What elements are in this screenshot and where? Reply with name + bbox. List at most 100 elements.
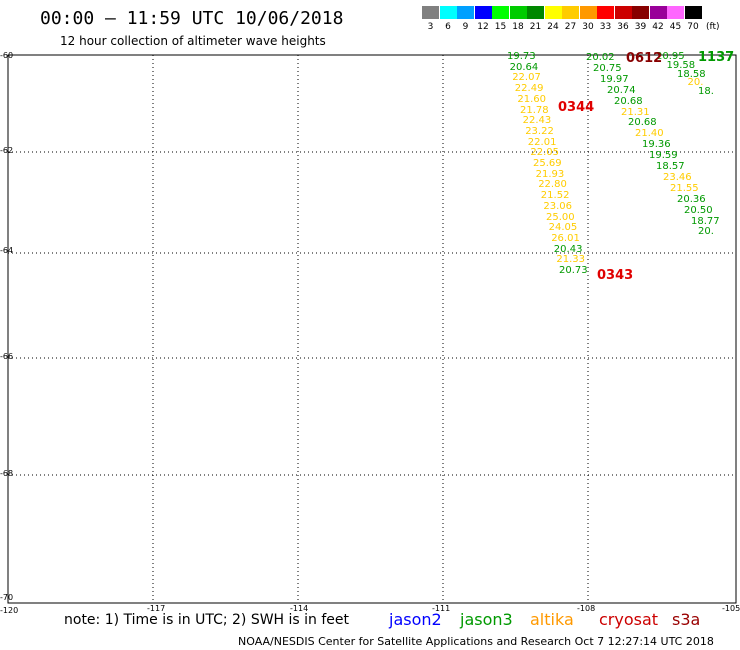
latitude-label: -66 — [0, 352, 14, 361]
swh-value: 25.69 — [533, 158, 562, 169]
swh-value: 22.07 — [512, 72, 541, 84]
swh-value: 18. — [698, 86, 714, 98]
scale-swatch — [492, 6, 509, 19]
swh-value: 20.64 — [509, 61, 539, 73]
scale-swatch — [667, 6, 684, 19]
scale-swatch — [632, 6, 649, 19]
scale-label: 39 — [634, 22, 647, 32]
map-border — [7, 54, 737, 604]
swh-value: 20.02 — [586, 52, 615, 63]
scale-swatch — [544, 6, 562, 19]
latitude-label: -70 — [0, 593, 14, 602]
swh-value: 19.73 — [507, 51, 536, 62]
swh-value: 24.05 — [548, 222, 578, 234]
satellite-legend-s3a: s3a — [672, 610, 701, 629]
swh-value: 20.95 — [656, 51, 685, 62]
longitude-label: -111 — [432, 604, 451, 613]
swh-value: 22.49 — [514, 83, 544, 95]
latitude-label: -68 — [0, 469, 14, 478]
latitude-label: -64 — [0, 246, 14, 255]
swh-value: 20.36 — [677, 193, 706, 205]
longitude-label: -114 — [290, 604, 309, 613]
scale-label: 12 — [477, 22, 489, 32]
scale-label: 15 — [494, 22, 507, 32]
map-title: 00:00 – 11:59 UTC 10/06/2018 — [40, 8, 344, 29]
swh-value: 22.05 — [530, 147, 560, 159]
swh-value: 25.00 — [546, 211, 575, 223]
scale-swatch — [614, 6, 632, 19]
swh-value: 19.59 — [649, 150, 678, 162]
swh-value: 23.46 — [663, 171, 692, 183]
swh-value: 21.40 — [635, 128, 664, 140]
note-text: note: 1) Time is in UTC; 2) SWH is in fe… — [64, 612, 350, 628]
swh-value: 21.55 — [670, 182, 699, 194]
scale-label: 33 — [599, 22, 612, 32]
scale-unit: (ft) — [706, 22, 720, 32]
swh-value: 23.06 — [543, 200, 573, 212]
scale-swatch — [457, 6, 474, 19]
swh-value: 20.68 — [628, 117, 657, 129]
swh-value: 20. — [698, 226, 714, 238]
swh-value: 20.43 — [553, 243, 583, 255]
graticule — [8, 55, 736, 603]
swh-value: 21.93 — [535, 168, 565, 180]
pass-time-label: 0344 — [558, 100, 595, 115]
swh-value: 20. — [687, 77, 704, 89]
scale-swatch — [509, 6, 527, 19]
swh-value: 22.80 — [538, 179, 567, 191]
scale-label: 27 — [564, 22, 577, 32]
map-subtitle: 12 hour collection of altimeter wave hei… — [60, 34, 326, 48]
scale-swatch — [422, 6, 439, 19]
scale-label: 36 — [617, 22, 629, 32]
scale-swatch — [597, 6, 614, 19]
scale-label: 3 — [427, 22, 434, 32]
swh-value: 26.01 — [551, 232, 580, 244]
scale-swatch — [684, 6, 702, 19]
scale-swatch — [439, 6, 457, 19]
scale-label: 21 — [529, 22, 542, 32]
latitude-label: -62 — [0, 146, 14, 155]
scale-swatch — [474, 6, 492, 19]
scale-swatch — [527, 6, 544, 19]
satellite-legend-altika: altika — [530, 610, 574, 629]
scale-label: 70 — [687, 22, 699, 32]
satellite-legend-cryosat: cryosat — [599, 610, 659, 629]
longitude-label: -117 — [147, 604, 166, 613]
scale-label: 6 — [445, 22, 451, 32]
swh-value: 20.73 — [559, 265, 588, 276]
latitude-label: -60 — [0, 51, 14, 60]
swh-value: 20.68 — [614, 95, 643, 107]
swh-value: 22.43 — [522, 115, 552, 127]
swh-value: 18.58 — [677, 68, 706, 80]
swh-value: 20.50 — [684, 204, 713, 216]
scale-label: 9 — [462, 22, 469, 32]
satellite-legend-jason2: jason2 — [389, 610, 442, 629]
scale-label: 45 — [669, 22, 682, 32]
pass-time-label: 0343 — [597, 268, 634, 283]
swh-value: 21.52 — [540, 190, 570, 202]
swh-value: 21.31 — [621, 106, 650, 118]
swh-value: 21.60 — [517, 93, 547, 105]
swh-value: 19.36 — [642, 139, 671, 151]
satellite-legend-jason3: jason3 — [460, 610, 513, 629]
swh-value: 20.75 — [593, 62, 622, 74]
scale-swatch — [562, 6, 579, 19]
swh-value: 21.33 — [556, 254, 586, 266]
scale-swatch — [579, 6, 597, 19]
pass-time-label: 0612 — [626, 51, 663, 66]
scale-label: 42 — [652, 22, 664, 32]
scale-label: 30 — [582, 22, 594, 32]
swh-value: 20.74 — [607, 84, 636, 96]
longitude-label: -105 — [722, 604, 740, 613]
longitude-label: -120 — [0, 606, 19, 615]
longitude-label: -108 — [577, 604, 596, 613]
swh-value: 22.01 — [527, 136, 557, 148]
scale-label: 18 — [512, 22, 524, 32]
scale-swatch — [649, 6, 667, 19]
swh-value: 19.97 — [600, 73, 629, 85]
swh-value: 23.22 — [525, 125, 554, 137]
pass-time-label: 1137 — [698, 50, 735, 65]
swh-value: 21.78 — [520, 104, 549, 116]
